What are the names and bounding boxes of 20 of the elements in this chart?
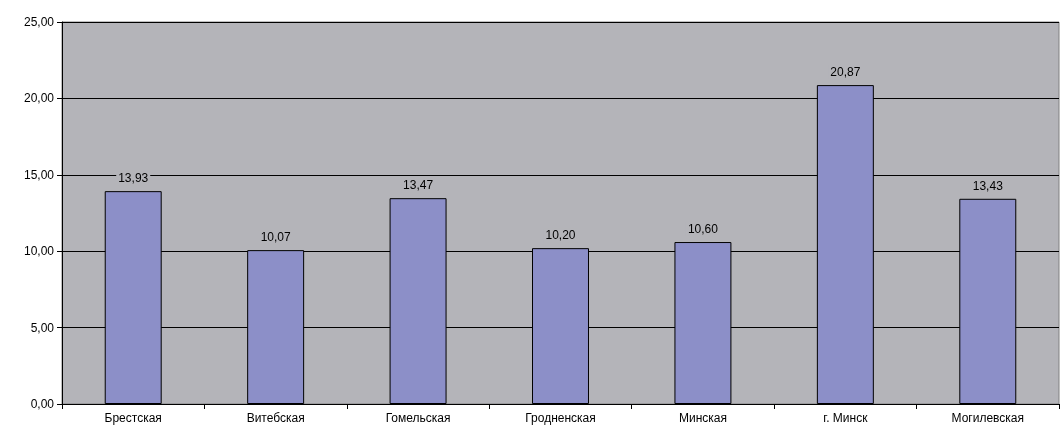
data-label: 13,47 bbox=[403, 178, 434, 193]
y-tick-label: 0,00 bbox=[30, 397, 55, 411]
x-tick-label: Гродненская bbox=[525, 411, 596, 425]
x-tick-label: Витебская bbox=[246, 411, 305, 425]
y-tick-label: 25,00 bbox=[23, 15, 55, 29]
x-tick-label: г. Минск bbox=[823, 411, 869, 425]
x-tick-label: Брестская bbox=[104, 411, 162, 425]
data-label: 13,93 bbox=[118, 171, 149, 186]
y-tick-label: 15,00 bbox=[23, 167, 55, 182]
data-label: 10,60 bbox=[687, 222, 719, 237]
data-label: 20,87 bbox=[830, 65, 861, 80]
y-tick-label: 5,00 bbox=[30, 320, 55, 335]
data-label: 13,43 bbox=[972, 178, 1004, 193]
data-label: 10,20 bbox=[545, 228, 576, 243]
y-tick-label: 10,00 bbox=[23, 244, 55, 259]
x-tick-label: Минская bbox=[678, 411, 727, 425]
x-tick-label: Гомельская bbox=[385, 411, 451, 425]
data-label: 10,07 bbox=[260, 230, 291, 245]
x-tick-label: Могилевская bbox=[951, 411, 1025, 425]
y-tick-label: 20,00 bbox=[23, 91, 55, 106]
